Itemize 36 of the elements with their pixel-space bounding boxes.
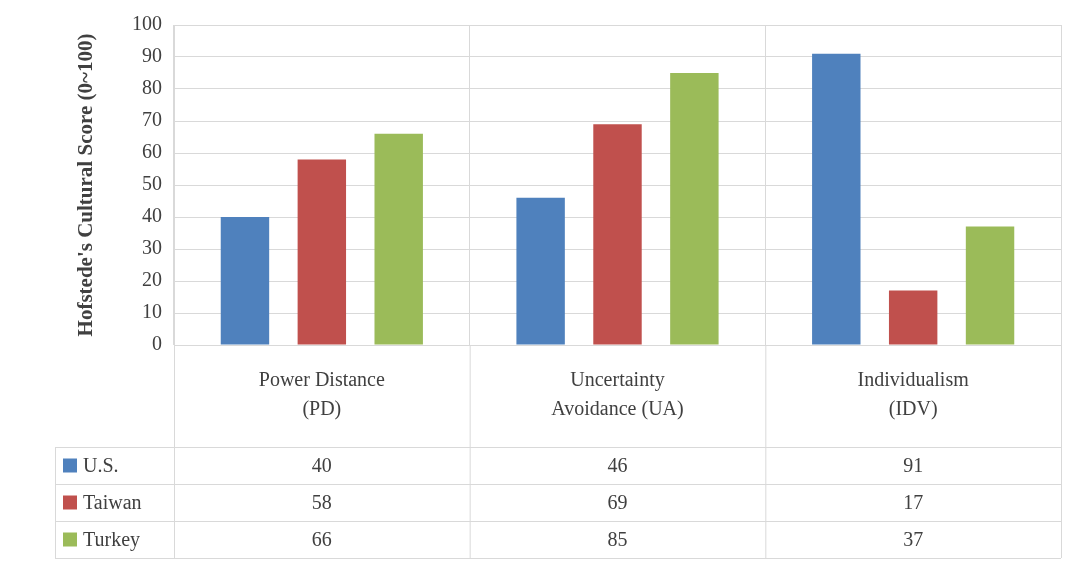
y-tick-label: 80 (142, 76, 162, 99)
y-tick-label: 70 (142, 108, 162, 131)
bar (374, 133, 423, 345)
bar (297, 159, 347, 345)
bar (965, 226, 1015, 345)
y-tick-label: 10 (142, 300, 162, 323)
y-tick-label: 30 (142, 236, 162, 259)
bar (593, 124, 642, 345)
y-tick-label: 60 (142, 140, 162, 163)
bar (888, 290, 938, 345)
y-tick-label: 100 (132, 12, 162, 35)
y-tick-label: 40 (142, 204, 162, 227)
legend-label: Taiwan (83, 490, 142, 513)
x-tick-label: Individualism (IDV) (857, 368, 970, 421)
bar (670, 73, 719, 345)
data-label: 66 (311, 527, 332, 550)
bar (516, 197, 565, 345)
data-label: 58 (311, 490, 332, 513)
legend-label: Turkey (83, 527, 141, 551)
legend-label: U.S. (83, 453, 119, 476)
data-label: 85 (607, 527, 628, 550)
y-tick-label: 90 (142, 44, 162, 67)
data-label: 40 (311, 453, 332, 476)
y-tick-label: 0 (152, 332, 162, 355)
y-tick-label: 50 (142, 172, 162, 195)
data-label: 46 (607, 453, 628, 476)
x-tick-label: Uncertainty Avoidance (UA) (551, 368, 684, 421)
data-label: 91 (903, 453, 924, 476)
y-axis-title: Hofstede's Cultural Score (0~100) (73, 33, 98, 337)
y-tick-label: 20 (142, 268, 162, 291)
data-label: 37 (903, 527, 924, 550)
data-label: 69 (607, 490, 628, 513)
bar (812, 53, 861, 345)
x-tick-label: Power Distance (PD) (258, 368, 385, 421)
bar (220, 217, 270, 345)
data-label: 17 (903, 490, 924, 513)
